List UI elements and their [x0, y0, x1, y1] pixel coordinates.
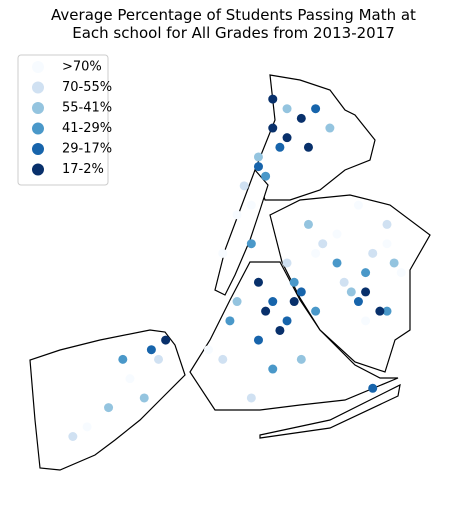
school-point — [146, 345, 156, 355]
school-point — [282, 104, 292, 114]
legend: >70% 70-55% 55-41% 41-29% 29-17% 17-2% — [17, 54, 112, 186]
school-point — [289, 277, 299, 287]
school-point — [261, 171, 271, 181]
school-point — [361, 287, 371, 297]
school-point — [325, 123, 335, 133]
school-point — [154, 354, 164, 364]
school-point — [268, 123, 278, 133]
legend-label: 17-2% — [62, 162, 104, 177]
school-point — [382, 239, 392, 249]
school-point — [368, 248, 378, 258]
legend-marker — [32, 163, 44, 176]
school-point — [353, 297, 363, 307]
school-point — [275, 325, 285, 335]
school-point — [246, 200, 256, 210]
school-point — [268, 297, 278, 307]
school-point — [361, 316, 371, 326]
school-point — [361, 268, 371, 278]
legend-label: 70-55% — [62, 80, 112, 95]
legend-marker — [32, 61, 44, 73]
school-point — [68, 432, 78, 441]
chart-title: Average Percentage of Students Passing M… — [51, 6, 416, 42]
school-point — [368, 383, 378, 393]
school-point — [218, 248, 228, 258]
school-point — [82, 422, 92, 432]
school-point — [303, 219, 313, 229]
school-point — [261, 306, 271, 316]
school-point — [296, 287, 306, 297]
school-point — [353, 200, 363, 210]
school-point — [204, 345, 213, 355]
school-point — [104, 403, 114, 413]
legend-marker — [32, 102, 44, 114]
school-point — [225, 316, 235, 326]
school-point — [239, 181, 249, 191]
school-points — [68, 94, 406, 441]
school-point — [332, 258, 342, 268]
bronx — [254, 74, 376, 201]
school-point — [389, 258, 399, 268]
queens — [269, 194, 431, 373]
school-point — [275, 142, 285, 152]
manhattan — [214, 168, 269, 296]
school-point — [318, 239, 328, 249]
school-point — [382, 219, 392, 229]
brooklyn — [189, 261, 399, 411]
school-point — [375, 306, 385, 316]
rockaway — [259, 383, 401, 439]
school-point — [253, 162, 263, 172]
school-point — [289, 297, 299, 307]
legend-marker — [32, 122, 44, 135]
school-point — [282, 258, 292, 268]
school-point — [268, 94, 278, 104]
legend-label: 41-29% — [62, 121, 112, 136]
school-point — [218, 354, 228, 364]
school-point — [311, 104, 321, 114]
legend-label: 29-17% — [62, 142, 112, 157]
school-point — [246, 393, 256, 403]
school-point — [296, 354, 306, 364]
school-point — [282, 133, 292, 143]
school-point — [396, 268, 406, 278]
legend-marker — [32, 81, 44, 94]
school-point — [232, 210, 242, 220]
school-point — [382, 306, 392, 316]
staten-island — [29, 329, 186, 471]
school-point — [125, 374, 135, 384]
school-point — [253, 335, 263, 345]
legend-marker — [32, 143, 44, 155]
school-point — [268, 364, 278, 374]
school-point — [282, 316, 292, 326]
school-point — [246, 239, 256, 249]
school-point — [332, 229, 342, 239]
school-point — [339, 277, 349, 287]
legend-label: >70% — [62, 60, 102, 75]
school-point — [311, 306, 321, 316]
school-point — [296, 113, 306, 123]
school-point — [161, 335, 171, 345]
school-point — [303, 142, 313, 152]
school-point — [232, 297, 242, 307]
school-point — [139, 393, 149, 403]
legend-label: 55-41% — [62, 101, 112, 116]
school-point — [311, 248, 321, 258]
school-point — [118, 354, 128, 364]
school-point — [253, 152, 263, 162]
school-point — [253, 277, 263, 287]
school-point — [346, 287, 356, 297]
